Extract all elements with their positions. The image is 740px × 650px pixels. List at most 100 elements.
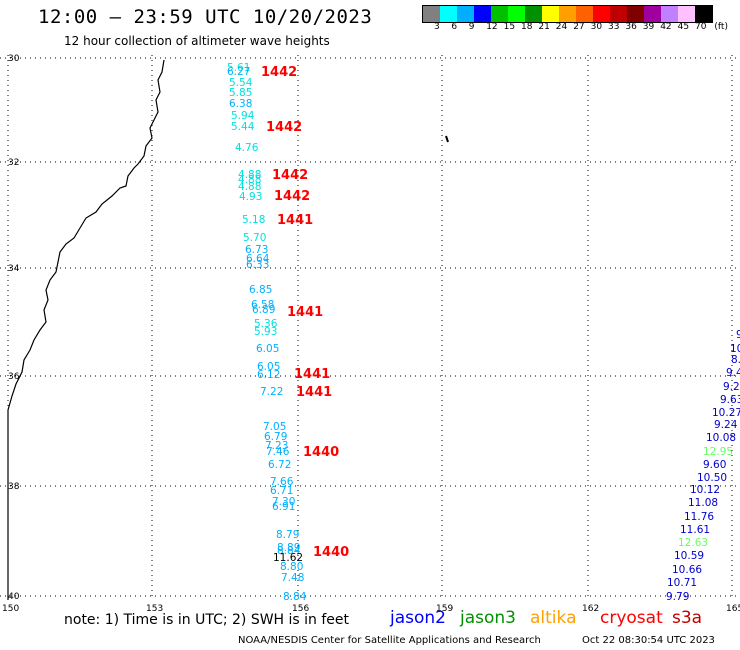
legend-swatch: [627, 6, 644, 22]
wave-height-value: 6.05: [257, 361, 280, 373]
lat-label: 38: [8, 482, 20, 492]
wave-height-value: 10.59: [674, 550, 704, 562]
pass-time-label: 1442: [261, 65, 297, 80]
legend-label: 36: [625, 22, 637, 32]
wave-height-value: 5.44: [231, 121, 255, 133]
wave-height-value: 6.05: [256, 343, 279, 355]
west-track-values: 5.616.275.545.856.385.945.44 4.76 4.884.88…: [227, 62, 307, 603]
wave-height-value: 5.54: [229, 77, 253, 89]
wave-height-value: 7.46: [266, 446, 290, 458]
legend-label: 27: [573, 22, 585, 32]
wave-height-value: 8.89: [277, 542, 300, 554]
pass-time-label: 1440: [313, 545, 349, 560]
wave-height-value: 7.30: [272, 496, 295, 508]
legend-swatch: [661, 6, 678, 22]
legend-label: 18: [521, 22, 533, 32]
wave-height-value: 8.79: [276, 529, 299, 541]
wave-height-value: 5.18: [242, 214, 265, 226]
pass-time-label: 1441: [277, 213, 313, 228]
lon-label: 162: [582, 604, 599, 614]
wave-height-value: 6.58: [251, 299, 274, 311]
legend-swatch: [542, 6, 559, 22]
legend-swatch: [474, 6, 491, 22]
wave-height-value: 6.71: [270, 485, 293, 497]
lon-label: 150: [2, 604, 19, 614]
wave-height-value: 10.08: [706, 432, 736, 444]
wave-height-value: 9.: [736, 329, 740, 341]
legend-swatch: [695, 6, 712, 22]
lon-label: 159: [436, 604, 453, 614]
legend-label: 30: [590, 22, 603, 32]
pass-time-label: 1441: [287, 305, 323, 320]
legend-swatch: [457, 6, 474, 22]
wave-height-value: 7.05: [263, 421, 286, 433]
wave-height-value: 5.70: [243, 232, 266, 244]
wave-height-value: 8.84: [277, 545, 301, 557]
timestamp-text: Oct 22 08:30:54 UTC 2023: [582, 635, 715, 646]
legend-swatch: [559, 6, 576, 22]
page-title: 12:00 – 23:59 UTC 10/20/2023: [38, 6, 373, 28]
wave-height-value: 6.79: [264, 431, 287, 443]
legend-label: 9: [468, 22, 475, 32]
wave-height-value: 8.80: [280, 561, 303, 573]
wave-height-value: 6.12: [257, 369, 280, 381]
sat-label-jason3: jason3: [460, 608, 516, 628]
pass-time-label: 1442: [272, 168, 308, 183]
latitude-labels: 30 32 34 36 38 40: [8, 54, 20, 602]
lat-label: 40: [8, 592, 20, 602]
lon-label: 153: [146, 604, 163, 614]
wave-height-value: 6.73: [245, 244, 268, 256]
sat-label-jason2: jason2: [390, 608, 446, 628]
wave-height-value: 10.12: [690, 484, 720, 496]
wave-height-value: 6.64: [246, 253, 270, 265]
wave-height-value: 10.: [730, 343, 740, 355]
pass-time-label: 1442: [266, 120, 302, 135]
legend-label: 21: [538, 22, 550, 32]
pass-time-label: 1440: [303, 445, 339, 460]
legend-label: 15: [503, 22, 516, 32]
wave-height-value: 11.08: [688, 497, 718, 509]
wave-height-value: 6.38: [229, 98, 252, 110]
wave-height-value: 12.63: [678, 537, 708, 549]
wave-height-value: 10.27: [712, 407, 740, 419]
wave-height-value: 7.66: [270, 476, 294, 488]
wave-height-value: 9.4: [726, 367, 740, 379]
sat-label-cryosat: cryosat: [600, 608, 663, 628]
wave-height-value: 10.50: [697, 472, 727, 484]
wave-height-value: 6.33: [246, 259, 269, 271]
legend-swatch: [678, 6, 695, 22]
wave-height-value: 11.76: [684, 511, 714, 523]
color-legend: [422, 5, 713, 23]
legend-swatch: [576, 6, 593, 22]
west-track-times: 1442 1442 1442 1442 1441 1441 1441 1441 1440 1440: [261, 65, 349, 560]
wave-height-value: 4.93: [239, 191, 262, 203]
legend-label: 45: [677, 22, 690, 32]
legend-swatch: [508, 6, 525, 22]
wave-height-value: 9.2: [723, 381, 740, 393]
wave-height-value: 5.94: [231, 110, 255, 122]
credit-text: NOAA/NESDIS Center for Satellite Applica…: [238, 635, 541, 646]
legend-label: 24: [555, 22, 568, 32]
lon-label: 165: [726, 604, 740, 614]
legend-label: 33: [608, 22, 620, 32]
wave-height-value: 6.27: [227, 66, 250, 78]
pass-time-label: 1442: [274, 189, 310, 204]
wave-height-value: 9.60: [703, 459, 726, 471]
legend-swatch: [593, 6, 610, 22]
pass-time-label: 1441: [294, 367, 330, 382]
lat-label: 36: [8, 372, 20, 382]
legend-swatch: [644, 6, 661, 22]
legend-label: 12: [486, 22, 498, 32]
wave-height-value: 10.66: [672, 564, 702, 576]
wave-height-value: 6.91: [272, 501, 295, 513]
longitude-labels: 150 153 156 159 162 165: [2, 604, 740, 614]
footer-note: note: 1) Time is in UTC; 2) SWH is in fe…: [64, 612, 350, 628]
wave-height-value: 8.84: [283, 591, 307, 603]
wave-height-value: 4.88: [238, 169, 261, 181]
coastline: [7, 59, 449, 600]
wave-height-value: 5.93: [254, 326, 277, 338]
wave-height-value: 5.36: [254, 318, 278, 330]
legend-label: 70: [695, 22, 707, 32]
